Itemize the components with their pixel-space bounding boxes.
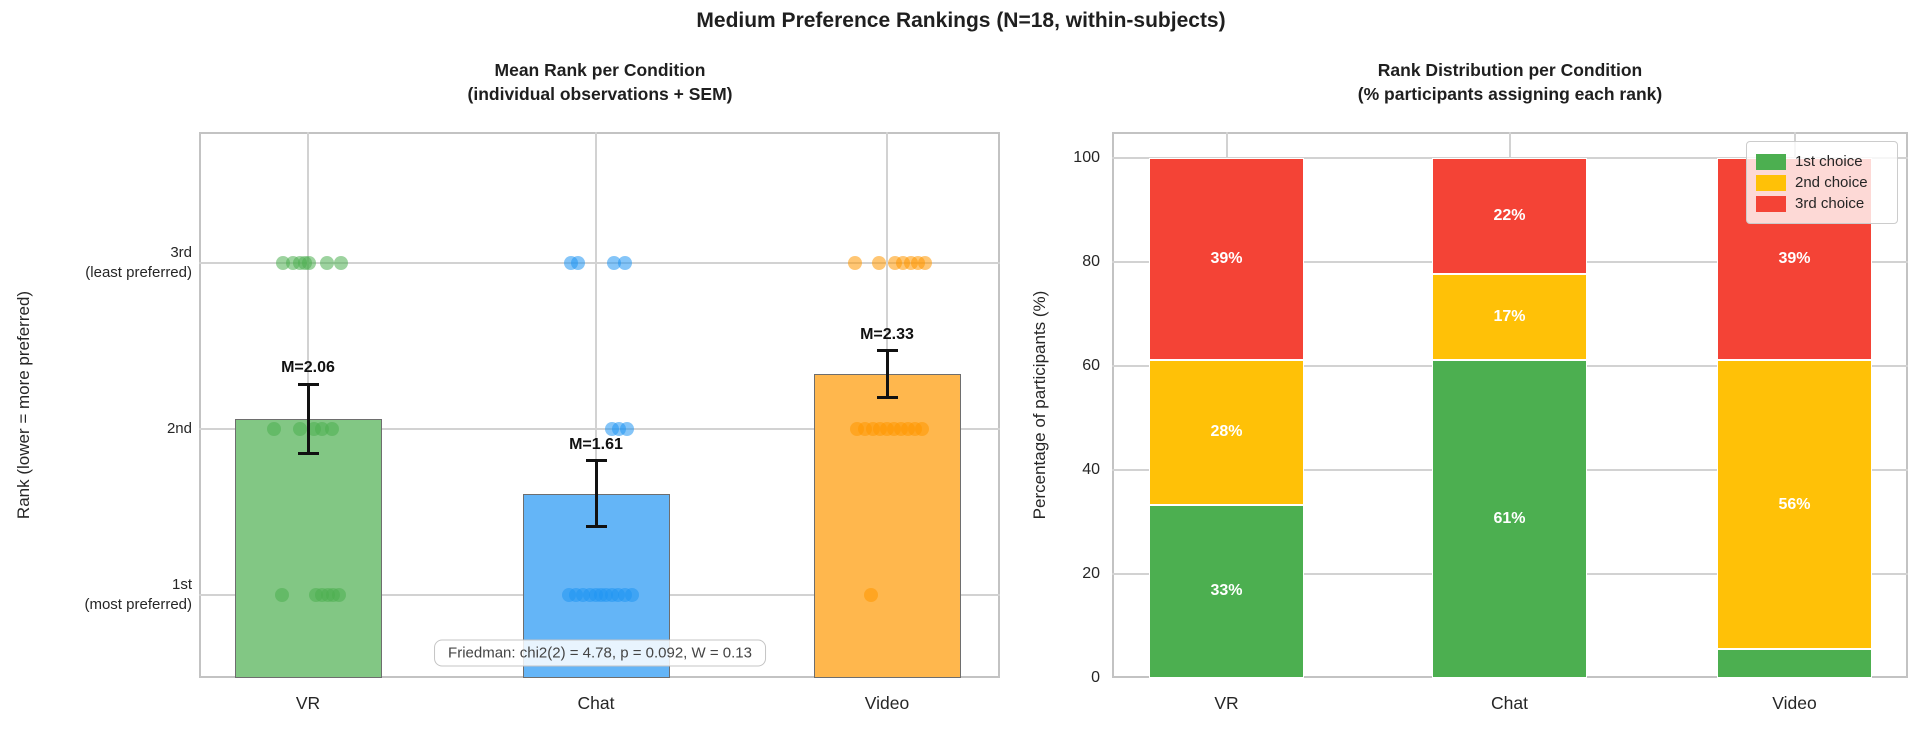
legend-item-3rd-choice: 3rd choice [1756, 195, 1888, 212]
legend-label-2nd-choice: 2nd choice [1795, 174, 1868, 191]
stacked-segment-video-2nd-choice [1717, 360, 1872, 650]
x-tick-label-chat: Chat [1491, 693, 1528, 713]
y-tick-label-line: 2nd [166, 420, 192, 437]
observation-dot-vr-rank3 [334, 256, 348, 270]
observation-dot-vr-rank2 [325, 422, 339, 436]
percent-label-chat-3rd-choice: 22% [1493, 206, 1526, 224]
legend: 1st choice 2nd choice 3rd choice [1746, 141, 1898, 224]
y-tick-label-rank-3: 3rd (least preferred) [85, 243, 192, 283]
stacked-segment-video-1st-choice [1717, 649, 1872, 678]
percent-label-chat-2nd-choice: 17% [1493, 307, 1526, 325]
y-tick-label-80-percent: 80 [1082, 253, 1100, 270]
left-chart-title: Mean Rank per Condition [494, 60, 706, 80]
percent-label-video-3rd-choice: 39% [1778, 250, 1811, 268]
friedman-test-annotation: Friedman: chi2(2) = 4.78, p = 0.092, W =… [434, 639, 766, 667]
mean-value-label-vr: M=2.06 [281, 359, 335, 377]
legend-item-2nd-choice: 2nd choice [1756, 174, 1888, 191]
sem-errorbar-line [594, 460, 598, 527]
observation-dot-chat-rank3 [571, 256, 585, 270]
sem-errorbar-cap-bottom [297, 452, 319, 456]
observation-dot-video-rank1 [864, 588, 878, 602]
percent-label-vr-2nd-choice: 28% [1210, 423, 1243, 441]
observation-dot-video-rank2 [915, 422, 929, 436]
observation-dot-vr-rank2 [293, 422, 307, 436]
observation-dot-chat-rank3 [607, 256, 621, 270]
percent-label-vr-3rd-choice: 39% [1210, 250, 1243, 268]
right-chart-title: Rank Distribution per Condition [1377, 60, 1643, 80]
sem-errorbar-cap-bottom [876, 395, 898, 399]
x-tick-label-vr: VR [295, 693, 321, 713]
percent-label-video-2nd-choice: 56% [1778, 495, 1811, 513]
observation-dot-vr-rank1 [332, 588, 346, 602]
mean-value-label-chat: M=1.61 [569, 435, 623, 453]
sem-errorbar-cap-top [876, 349, 898, 353]
y-tick-label-line: 3rd [170, 244, 192, 261]
left-y-axis-label: Rank (lower = more preferred) [14, 290, 33, 520]
observation-dot-video-rank3 [872, 256, 886, 270]
legend-label-3rd-choice: 3rd choice [1795, 195, 1865, 212]
stacked-segment-chat-3rd-choice [1432, 158, 1587, 274]
gridline-category-chat [595, 132, 597, 678]
y-tick-label-0-percent: 0 [1091, 669, 1100, 686]
gridline-rank-3 [199, 262, 1000, 264]
stacked-segment-chat-1st-choice [1432, 360, 1587, 678]
sem-errorbar-cap-top [297, 382, 319, 386]
observation-dot-video-rank3 [918, 256, 932, 270]
x-tick-label-chat: Chat [577, 693, 615, 713]
right-chart-subtitle: (% participants assigning each rank) [1357, 84, 1663, 104]
legend-item-1st-choice: 1st choice [1756, 153, 1888, 170]
sem-errorbar-line [306, 384, 310, 454]
y-tick-label-40-percent: 40 [1082, 461, 1100, 478]
x-tick-label-video: Video [864, 693, 910, 713]
mean-bar-vr [234, 419, 382, 678]
observation-dot-vr-rank2 [267, 422, 281, 436]
observation-dot-vr-rank3 [302, 256, 316, 270]
left-chart-subtitle: (individual observations + SEM) [467, 84, 733, 104]
sem-errorbar-line [885, 350, 889, 398]
y-tick-label-line: (most preferred) [84, 596, 192, 613]
y-tick-label-line: (least preferred) [85, 264, 192, 281]
y-tick-label-line: 1st [171, 576, 192, 593]
x-tick-label-vr: VR [1214, 693, 1239, 713]
legend-swatch-3rd-choice [1756, 195, 1786, 212]
right-y-axis-label: Percentage of participants (%) [1030, 290, 1049, 520]
stacked-segment-vr-3rd-choice [1149, 158, 1304, 361]
percent-label-chat-1st-choice: 61% [1493, 510, 1526, 528]
y-tick-label-100-percent: 100 [1073, 149, 1100, 166]
x-tick-label-video: Video [1772, 693, 1817, 713]
legend-swatch-1st-choice [1756, 153, 1786, 170]
y-tick-label-rank-1: 1st (most preferred) [84, 575, 192, 615]
y-tick-label-20-percent: 20 [1082, 565, 1100, 582]
stacked-segment-chat-2nd-choice [1432, 273, 1587, 361]
mean-bar-video [813, 374, 961, 678]
figure-title: Medium Preference Rankings (N=18, within… [696, 9, 1226, 32]
percent-label-vr-1st-choice: 33% [1210, 582, 1243, 600]
observation-dot-vr-rank1 [275, 588, 289, 602]
sem-errorbar-cap-bottom [585, 525, 607, 529]
legend-label-1st-choice: 1st choice [1795, 153, 1863, 170]
stacked-segment-vr-2nd-choice [1149, 360, 1304, 505]
legend-swatch-2nd-choice [1756, 174, 1786, 191]
mean-value-label-video: M=2.33 [860, 325, 914, 343]
observation-dot-chat-rank1 [625, 588, 639, 602]
sem-errorbar-cap-top [585, 459, 607, 463]
observation-dot-vr-rank3 [320, 256, 334, 270]
observation-dot-video-rank3 [848, 256, 862, 270]
y-tick-label-60-percent: 60 [1082, 357, 1100, 374]
observation-dot-chat-rank3 [618, 256, 632, 270]
observation-dot-chat-rank2 [620, 422, 634, 436]
stacked-segment-vr-1st-choice [1149, 504, 1304, 678]
gridline-rank-2 [199, 428, 1000, 430]
y-tick-label-rank-2: 2nd [167, 419, 192, 439]
